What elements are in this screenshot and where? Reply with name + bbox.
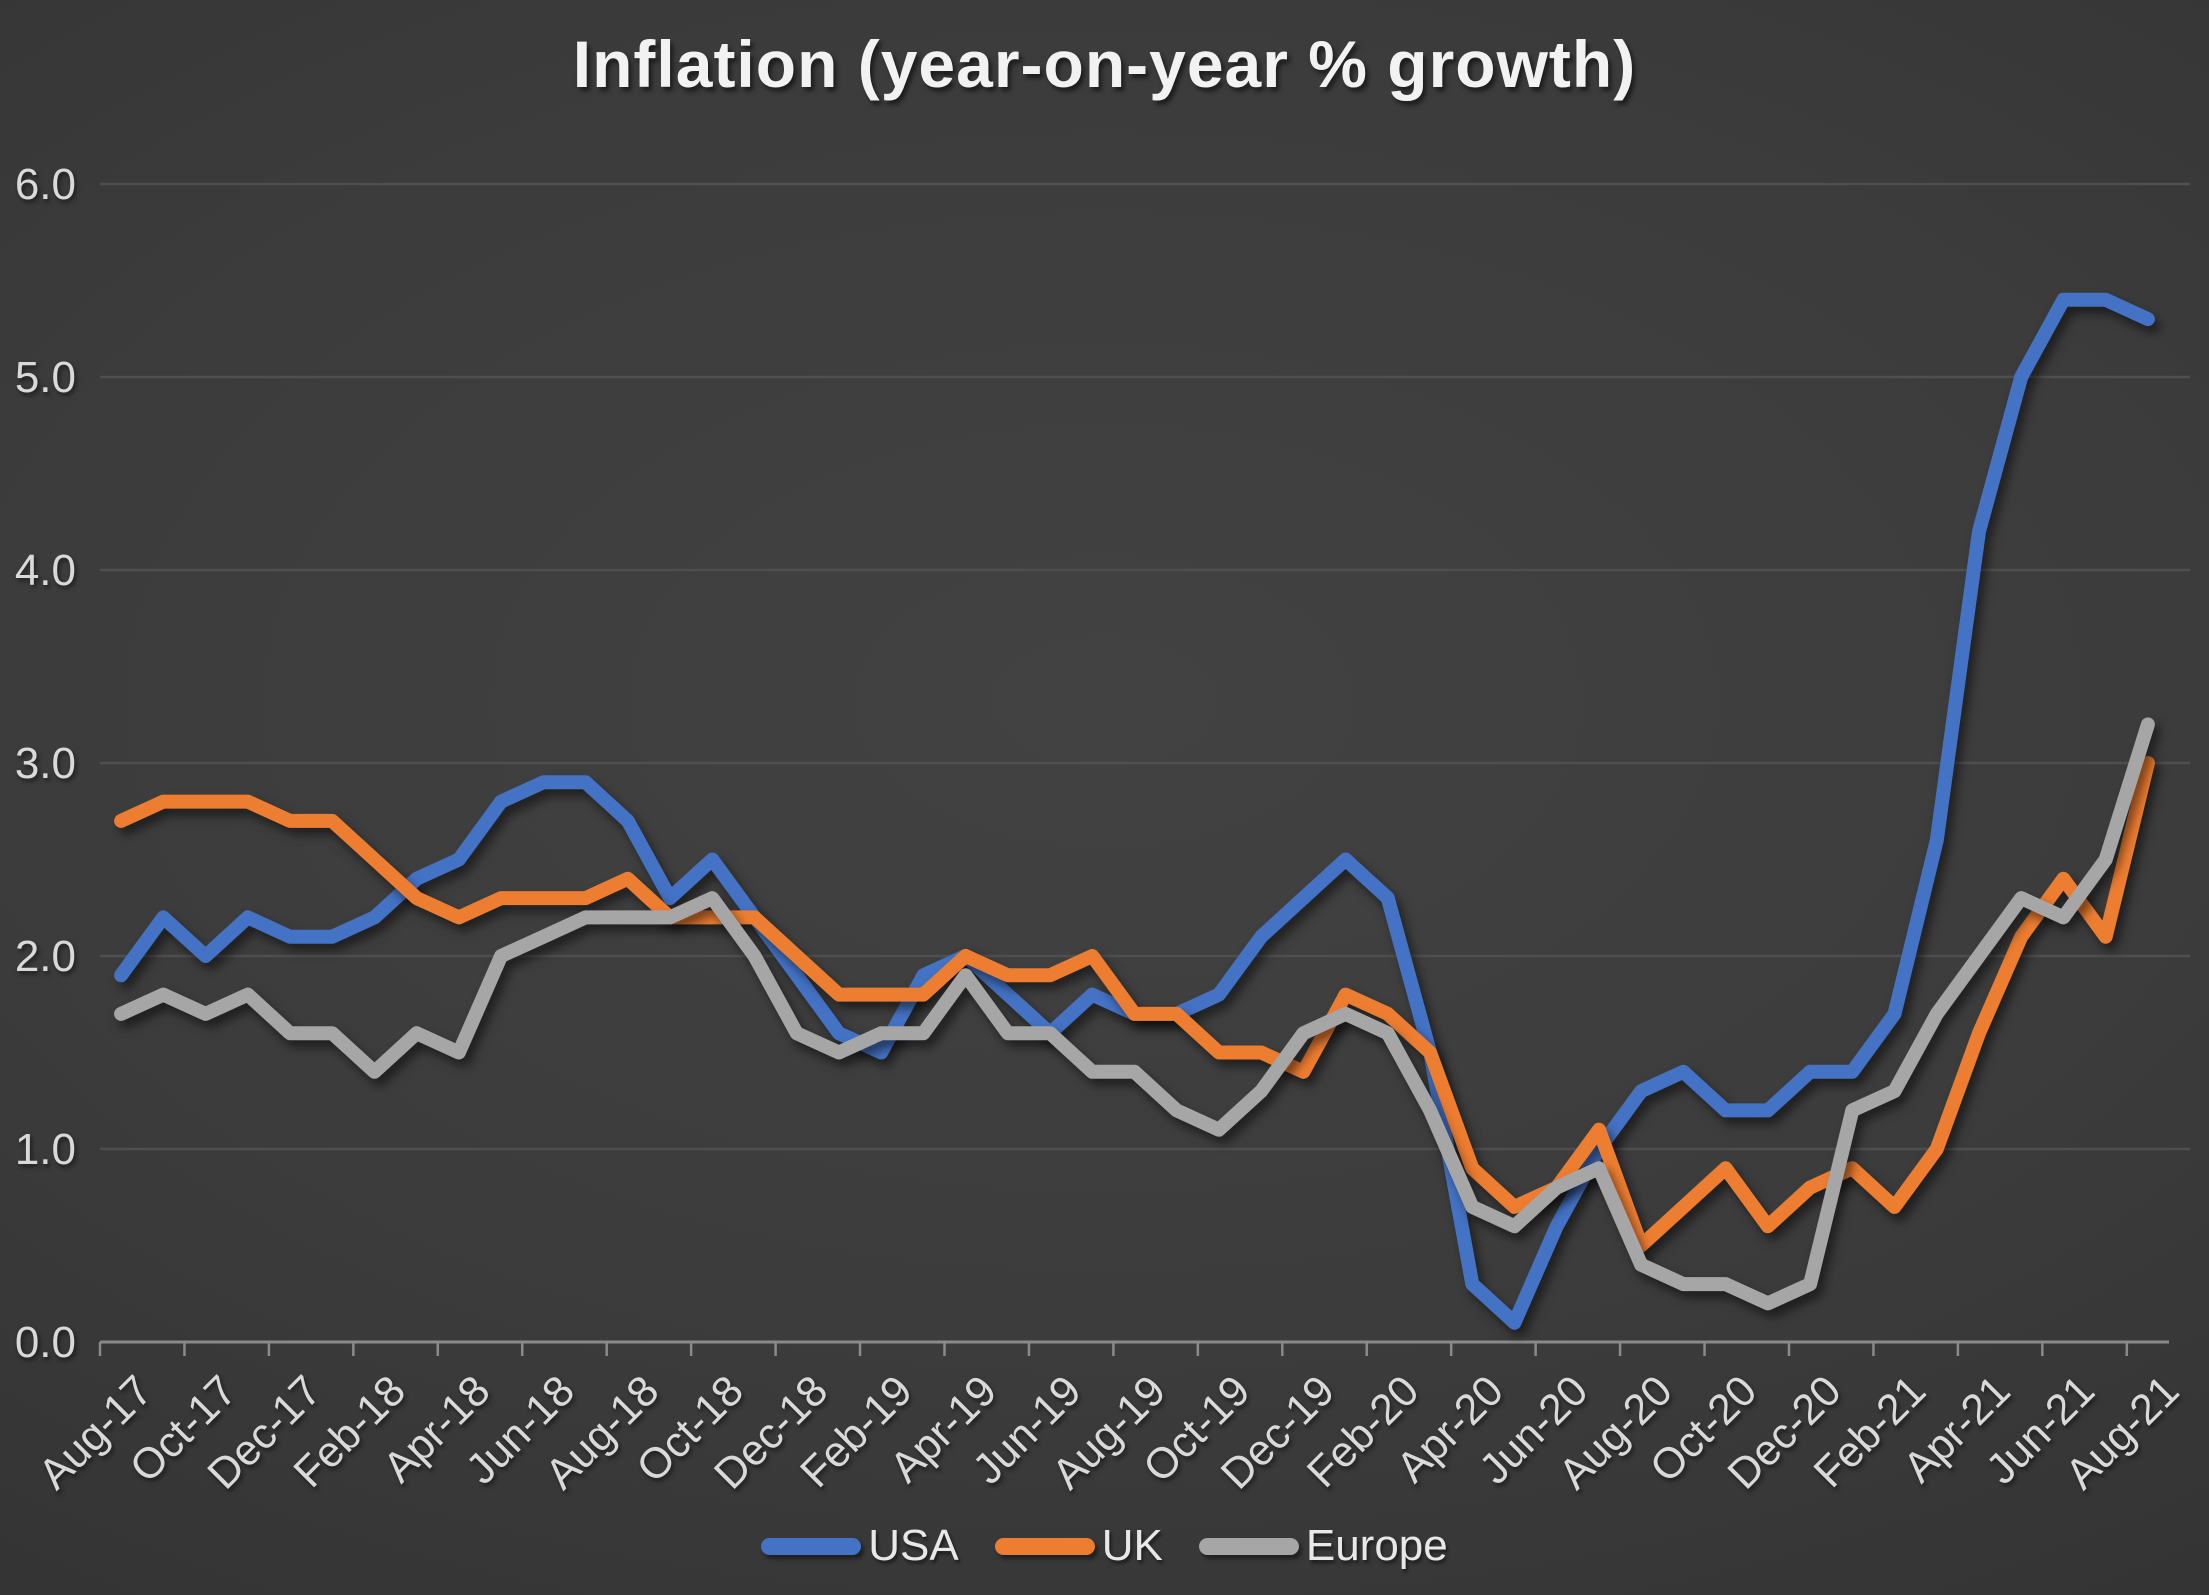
y-tick-label: 3.0 <box>15 739 76 788</box>
legend-label-usa: USA <box>868 1521 959 1570</box>
legend-label-europe: Europe <box>1305 1521 1448 1570</box>
chart-legend: USA UK Europe <box>0 1521 2209 1571</box>
x-axis <box>98 1340 2169 1356</box>
legend-item-europe: Europe <box>1198 1521 1448 1571</box>
y-tick-label: 6.0 <box>15 160 76 209</box>
legend-swatch-uk <box>994 1537 1095 1555</box>
legend-swatch-europe <box>1198 1537 1299 1555</box>
y-tick-label: 0.0 <box>15 1318 76 1367</box>
legend-label-uk: UK <box>1101 1521 1163 1570</box>
y-axis-labels: 0.0 1.0 2.0 3.0 4.0 5.0 6.0 <box>15 160 76 1367</box>
series-line-uk <box>114 756 2155 1253</box>
legend-item-uk: UK <box>994 1521 1163 1571</box>
gridlines <box>100 182 2190 1151</box>
legend-item-usa: USA <box>761 1521 959 1571</box>
chart-title: Inflation (year-on-year % growth) <box>572 27 1637 101</box>
series-line-europe <box>114 717 2155 1311</box>
y-tick-label: 5.0 <box>15 353 76 402</box>
series-lines <box>114 292 2155 1330</box>
y-tick-label: 2.0 <box>15 932 76 981</box>
y-tick-label: 4.0 <box>15 546 76 595</box>
legend-swatch-usa <box>761 1537 862 1555</box>
x-axis-labels: Aug-17Oct-17Dec-17Feb-18Apr-18Jun-18Aug-… <box>30 1367 2189 1499</box>
y-tick-label: 1.0 <box>15 1125 76 1174</box>
